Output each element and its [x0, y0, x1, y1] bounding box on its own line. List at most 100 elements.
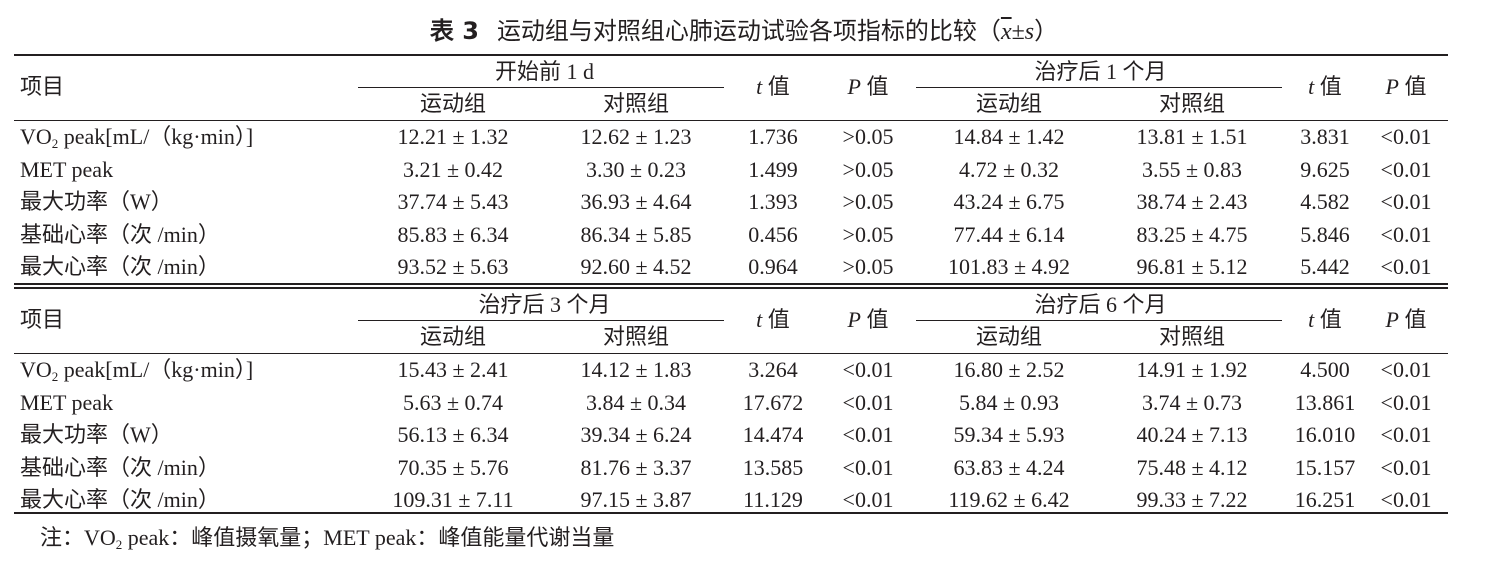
cell-exercise-b: 43.24 ± 6.75: [953, 189, 1065, 214]
column-header-t-b: t 值: [1275, 304, 1375, 336]
cell-exercise-a: 12.21 ± 1.32: [397, 124, 509, 149]
column-header-exercise-b: 运动组: [975, 324, 1042, 349]
column-header-period-a: 开始前 1 d: [494, 59, 594, 84]
cell-p-a: <0.01: [842, 422, 894, 447]
column-header-t-a-italic: t: [756, 307, 763, 332]
cell-p-a: <0.01: [842, 357, 894, 382]
cell-p-b: <0.01: [1380, 156, 1432, 182]
period-a-underline: [358, 87, 724, 88]
cell-p-b: <0.01: [1380, 189, 1432, 214]
mean-symbol: x: [1000, 19, 1012, 45]
section-double-rule-upper: [14, 283, 1448, 285]
row-item-text: VO: [20, 357, 52, 382]
column-header-period-b: 治疗后 6 个月: [1034, 292, 1167, 317]
cell-control-a: 92.60 ± 4.52: [580, 254, 692, 279]
column-header-t-b: t 值: [1275, 71, 1375, 103]
cell-exercise-b: 63.83 ± 4.24: [953, 454, 1065, 480]
header-bottom-rule: [14, 353, 1448, 354]
row-item-text: 基础心率（次 /min）: [20, 221, 220, 247]
cell-exercise-a: 70.35 ± 5.76: [397, 454, 509, 480]
column-header-p-b: P 值: [1356, 304, 1456, 336]
row-item-label: MET peak: [20, 387, 350, 419]
cell-p-b: <0.01: [1380, 254, 1432, 279]
period-b-underline: [916, 320, 1282, 321]
row-item-text: 最大功率（W）: [20, 189, 173, 214]
cell-control-a: 97.15 ± 3.87: [580, 487, 692, 512]
row-item-text: VO: [20, 124, 52, 149]
sd-symbol: s: [1024, 19, 1035, 45]
cell-exercise-a: 15.43 ± 2.41: [397, 357, 509, 382]
cell-p-a: >0.05: [842, 156, 894, 182]
column-header-t-a: t 值: [723, 71, 823, 103]
column-header-p-b-italic: P: [1385, 307, 1399, 332]
cell-t-b: 16.251: [1294, 487, 1356, 512]
column-header-p-a: P 值: [818, 71, 918, 103]
row-item-label: 最大功率（W）: [20, 419, 350, 451]
column-header-p-b-italic: P: [1385, 74, 1399, 99]
column-header-p-b-char: 值: [1398, 307, 1427, 332]
cell-exercise-b: 119.62 ± 6.42: [948, 487, 1070, 512]
cell-exercise-b: 77.44 ± 6.14: [953, 221, 1065, 247]
cell-p-a: <0.01: [842, 454, 894, 480]
note-lead: 注：VO: [40, 525, 116, 550]
cell-control-b: 99.33 ± 7.22: [1136, 487, 1248, 512]
cell-exercise-b: 4.72 ± 0.32: [958, 156, 1060, 182]
plus-minus-symbol: ±: [1011, 19, 1025, 45]
cell-t-b: 15.157: [1294, 454, 1356, 480]
cell-control-a: 36.93 ± 4.64: [580, 189, 692, 214]
column-header-control-b: 对照组: [1158, 324, 1225, 349]
table-top-rule: [14, 54, 1448, 56]
cell-control-b: 75.48 ± 4.12: [1136, 454, 1248, 480]
header-bottom-rule: [14, 120, 1448, 121]
cell-exercise-a: 85.83 ± 6.34: [397, 221, 509, 247]
cell-p-b: <0.01: [1380, 124, 1432, 149]
row-item-text: 最大心率（次 /min）: [20, 254, 220, 279]
cell-exercise-a: 37.74 ± 5.43: [397, 189, 509, 214]
cell-control-a: 39.34 ± 6.24: [580, 422, 692, 447]
cell-p-b: <0.01: [1380, 221, 1432, 247]
column-header-t-a-italic: t: [756, 74, 763, 99]
cell-t-b: 9.625: [1300, 156, 1350, 182]
cell-control-b: 13.81 ± 1.51: [1136, 124, 1248, 149]
cell-p-b: <0.01: [1380, 357, 1432, 382]
row-item-subscript: 2: [51, 369, 59, 384]
cell-p-b: <0.01: [1380, 454, 1432, 480]
cell-exercise-a: 5.63 ± 0.74: [402, 389, 504, 415]
cell-control-b: 96.81 ± 5.12: [1136, 254, 1248, 279]
cell-t-a: 1.393: [748, 189, 798, 214]
cell-t-a: 0.456: [748, 221, 798, 247]
row-item-label: 基础心率（次 /min）: [20, 219, 350, 251]
cell-p-a: >0.05: [842, 221, 894, 247]
cell-exercise-a: 56.13 ± 6.34: [397, 422, 509, 447]
period-b-underline: [916, 87, 1282, 88]
cell-p-a: >0.05: [842, 124, 894, 149]
period-a-underline: [358, 320, 724, 321]
cell-t-b: 3.831: [1300, 124, 1350, 149]
cell-control-a: 86.34 ± 5.85: [580, 221, 692, 247]
cell-p-b: <0.01: [1380, 487, 1432, 512]
cell-control-b: 40.24 ± 7.13: [1136, 422, 1248, 447]
table-caption: 表 3 运动组与对照组心肺运动试验各项指标的比较（x±s）: [0, 16, 1488, 47]
column-header-p-b: P 值: [1356, 71, 1456, 103]
row-item-text: MET peak: [20, 389, 114, 415]
cell-t-a: 14.474: [742, 422, 804, 447]
column-header-p-a-italic: P: [847, 74, 861, 99]
column-header-p-a-char: 值: [860, 74, 889, 99]
cell-t-a: 1.736: [748, 124, 798, 149]
cell-t-b: 5.846: [1300, 221, 1350, 247]
cell-p-b: <0.01: [1380, 422, 1432, 447]
cell-t-a: 0.964: [748, 254, 798, 279]
cell-exercise-b: 5.84 ± 0.93: [958, 389, 1060, 415]
cell-t-b: 13.861: [1294, 389, 1356, 415]
row-item-label: VO2 peak[mL/（kg·min）]: [20, 121, 350, 153]
cell-control-b: 38.74 ± 2.43: [1136, 189, 1248, 214]
column-header-exercise-a: 运动组: [419, 91, 486, 116]
column-header-exercise-b: 运动组: [975, 91, 1042, 116]
row-item-text: MET peak: [20, 156, 114, 182]
cell-t-a: 17.672: [742, 389, 804, 415]
cell-t-a: 1.499: [748, 156, 798, 182]
cell-p-a: >0.05: [842, 189, 894, 214]
column-header-t-a-char: 值: [762, 74, 790, 99]
note-rest: peak：峰值摄氧量；MET peak：峰值能量代谢当量: [122, 525, 615, 550]
row-item-label: 最大心率（次 /min）: [20, 484, 350, 516]
